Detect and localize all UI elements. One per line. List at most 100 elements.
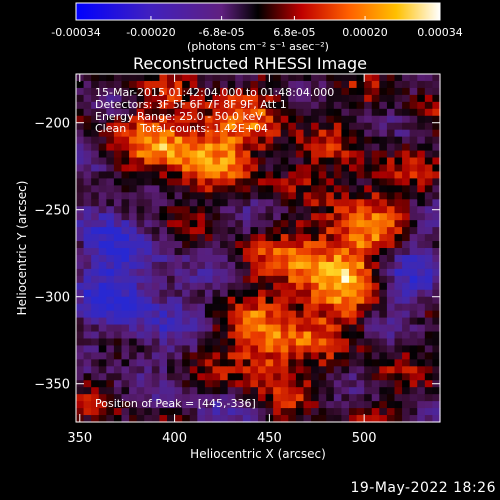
heatmap-cell bbox=[204, 185, 214, 193]
heatmap-cell bbox=[106, 380, 115, 388]
heatmap-cell bbox=[174, 234, 183, 242]
heatmap-cell bbox=[83, 401, 92, 409]
heatmap-cell bbox=[144, 380, 153, 388]
heatmap-cell bbox=[318, 220, 327, 228]
heatmap-cell bbox=[280, 171, 289, 179]
heatmap-cell bbox=[394, 171, 403, 179]
heatmap-cell bbox=[167, 359, 176, 367]
heatmap-cell bbox=[189, 122, 198, 131]
heatmap-cell bbox=[386, 254, 396, 263]
heatmap-cell bbox=[182, 115, 191, 124]
heatmap-cell bbox=[295, 87, 305, 96]
heatmap-cell bbox=[386, 199, 396, 207]
heatmap-cell bbox=[98, 101, 107, 110]
heatmap-cell bbox=[349, 317, 358, 326]
heatmap-cell bbox=[424, 331, 434, 340]
heatmap-cell bbox=[265, 373, 274, 381]
heatmap-cell bbox=[144, 275, 153, 284]
heatmap-cell bbox=[318, 129, 327, 138]
heatmap-cell bbox=[424, 261, 434, 270]
heatmap-cell bbox=[167, 74, 176, 82]
heatmap-cell bbox=[273, 415, 282, 423]
heatmap-cell bbox=[364, 101, 373, 110]
heatmap-cell bbox=[151, 352, 161, 360]
heatmap-cell bbox=[303, 150, 312, 159]
heatmap-cell bbox=[121, 275, 130, 284]
heatmap-cell bbox=[250, 87, 259, 96]
heatmap-cell bbox=[91, 331, 100, 340]
heatmap-cell bbox=[417, 178, 426, 186]
heatmap-cell bbox=[76, 408, 85, 416]
heatmap-cell bbox=[258, 345, 267, 353]
heatmap-cell bbox=[295, 387, 305, 395]
heatmap-cell bbox=[311, 345, 320, 353]
heatmap-cell bbox=[151, 122, 161, 131]
heatmap-cell bbox=[379, 359, 388, 367]
heatmap-cell bbox=[318, 268, 327, 277]
heatmap-cell bbox=[265, 178, 274, 186]
heatmap-cell bbox=[106, 80, 115, 89]
heatmap-cell bbox=[409, 408, 418, 416]
heatmap-cell bbox=[379, 366, 388, 374]
heatmap-cell bbox=[303, 373, 312, 381]
heatmap-cell bbox=[402, 185, 411, 193]
heatmap-cell bbox=[189, 352, 198, 360]
heatmap-cell bbox=[113, 296, 123, 305]
heatmap-cell bbox=[288, 366, 297, 374]
heatmap-cell bbox=[379, 296, 388, 305]
heatmap-cell bbox=[402, 234, 411, 242]
heatmap-cell bbox=[409, 254, 418, 263]
heatmap-cell bbox=[379, 282, 388, 291]
heatmap-cell bbox=[167, 303, 176, 312]
heatmap-cell bbox=[98, 345, 107, 353]
heatmap-cell bbox=[76, 136, 85, 145]
heatmap-cell bbox=[326, 380, 335, 388]
heatmap-cell bbox=[280, 380, 289, 388]
heatmap-cell bbox=[424, 94, 434, 103]
heatmap-cell bbox=[242, 394, 252, 402]
heatmap-cell bbox=[151, 150, 161, 159]
heatmap-cell bbox=[417, 122, 426, 131]
heatmap-cell bbox=[402, 108, 411, 117]
heatmap-cell bbox=[394, 108, 403, 117]
heatmap-cell bbox=[265, 213, 274, 221]
heatmap-cell bbox=[273, 366, 282, 374]
heatmap-cell bbox=[349, 366, 358, 374]
heatmap-cell bbox=[136, 366, 145, 374]
heatmap-cell bbox=[303, 80, 312, 89]
heatmap-cell bbox=[197, 254, 206, 263]
heatmap-cell bbox=[409, 366, 418, 374]
heatmap-cell bbox=[364, 366, 373, 374]
heatmap-cell bbox=[386, 282, 396, 291]
heatmap-cell bbox=[189, 296, 198, 305]
heatmap-cell bbox=[98, 408, 107, 416]
heatmap-cell bbox=[235, 185, 244, 193]
heatmap-cell bbox=[76, 268, 85, 277]
heatmap-cell bbox=[129, 199, 138, 207]
heatmap-cell bbox=[91, 254, 100, 263]
heatmap-cell bbox=[197, 359, 206, 367]
heatmap-cell bbox=[91, 150, 100, 159]
heatmap-cell bbox=[402, 317, 411, 326]
heatmap-cell bbox=[280, 394, 289, 402]
heatmap-cell bbox=[432, 401, 441, 409]
heatmap-cell bbox=[91, 352, 100, 360]
heatmap-cell bbox=[121, 282, 130, 291]
heatmap-cell bbox=[220, 220, 229, 228]
heatmap-cell bbox=[394, 359, 403, 367]
heatmap-cell bbox=[394, 282, 403, 291]
heatmap-cell bbox=[121, 227, 130, 235]
heatmap-cell bbox=[326, 352, 335, 360]
heatmap-cell bbox=[371, 129, 380, 138]
heatmap-cell bbox=[98, 80, 107, 89]
heatmap-cell bbox=[250, 408, 259, 416]
heatmap-cell bbox=[379, 234, 388, 242]
heatmap-cell bbox=[265, 108, 274, 117]
heatmap-cell bbox=[151, 408, 161, 416]
heatmap-cell bbox=[98, 359, 107, 367]
heatmap-cell bbox=[303, 387, 312, 395]
heatmap-cell bbox=[250, 303, 259, 312]
heatmap-cell bbox=[258, 352, 267, 360]
heatmap-cell bbox=[386, 143, 396, 152]
heatmap-cell bbox=[356, 234, 365, 242]
